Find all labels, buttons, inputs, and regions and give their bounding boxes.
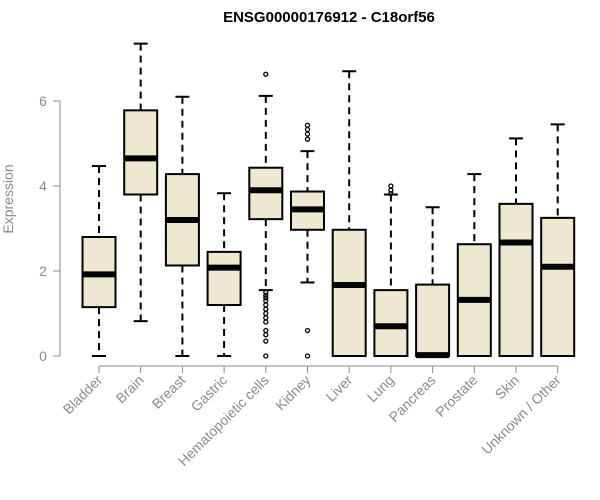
box	[248, 166, 284, 221]
outlier-point	[263, 298, 269, 304]
box-group-11	[498, 137, 534, 357]
box-group-6	[290, 122, 325, 359]
outlier-point	[304, 327, 311, 334]
x-tick-label: Lung	[364, 372, 397, 405]
outlier-point	[263, 310, 269, 317]
y-tick-label: 0	[39, 348, 47, 364]
box-group-12	[540, 123, 576, 357]
x-tick-label: Brain	[112, 372, 146, 406]
y-axis: 0 2 4 6	[39, 93, 61, 364]
x-tick-label: Breast	[149, 372, 189, 412]
box	[498, 202, 534, 357]
x-tick-label: Skin	[492, 372, 523, 403]
box-group-4	[206, 192, 242, 357]
outlier-point	[263, 71, 269, 77]
chart-title: ENSG00000176912 - C18orf56	[223, 9, 435, 26]
box	[373, 289, 409, 357]
y-tick-label: 4	[39, 178, 47, 194]
box	[206, 250, 242, 306]
outlier-point	[263, 338, 269, 344]
outlier-point	[263, 315, 269, 321]
outlier-point	[263, 327, 269, 334]
box-group-8	[373, 183, 409, 357]
box-group-10	[456, 173, 492, 358]
outlier-point	[263, 353, 269, 359]
box	[123, 109, 159, 196]
outlier-point	[263, 302, 269, 308]
y-tick-label: 2	[39, 263, 47, 279]
outlier-point	[263, 306, 269, 312]
outlier-point	[263, 295, 269, 301]
outlier-point	[263, 319, 269, 325]
box-group-3	[164, 95, 200, 357]
x-tick-label: Unknown / Other	[478, 372, 564, 458]
y-axis-label: Expression	[0, 164, 16, 233]
outlier-point	[388, 190, 394, 197]
outlier-point	[263, 289, 269, 295]
box	[540, 216, 576, 357]
box	[415, 283, 451, 358]
box-group-2	[123, 42, 159, 323]
x-tick-label: Prostate	[432, 372, 480, 420]
outlier-point	[304, 136, 311, 142]
x-tick-label: Liver	[323, 372, 356, 405]
outlier-point	[304, 122, 311, 128]
box-group-5	[248, 71, 284, 359]
x-tick-label: Bladder	[60, 372, 106, 418]
outlier-point	[263, 332, 269, 338]
boxes-group	[81, 42, 576, 359]
outlier-point	[388, 183, 394, 189]
y-tick-label: 6	[39, 93, 47, 109]
outlier-point	[304, 353, 311, 359]
box	[331, 228, 367, 357]
box-group-7	[331, 70, 367, 357]
outlier-point	[304, 131, 311, 137]
outlier-point	[263, 292, 269, 298]
outlier-point	[304, 126, 311, 133]
x-tick-label: Kidney	[272, 372, 314, 414]
box-group-1	[81, 165, 117, 357]
box-group-9	[415, 206, 451, 359]
